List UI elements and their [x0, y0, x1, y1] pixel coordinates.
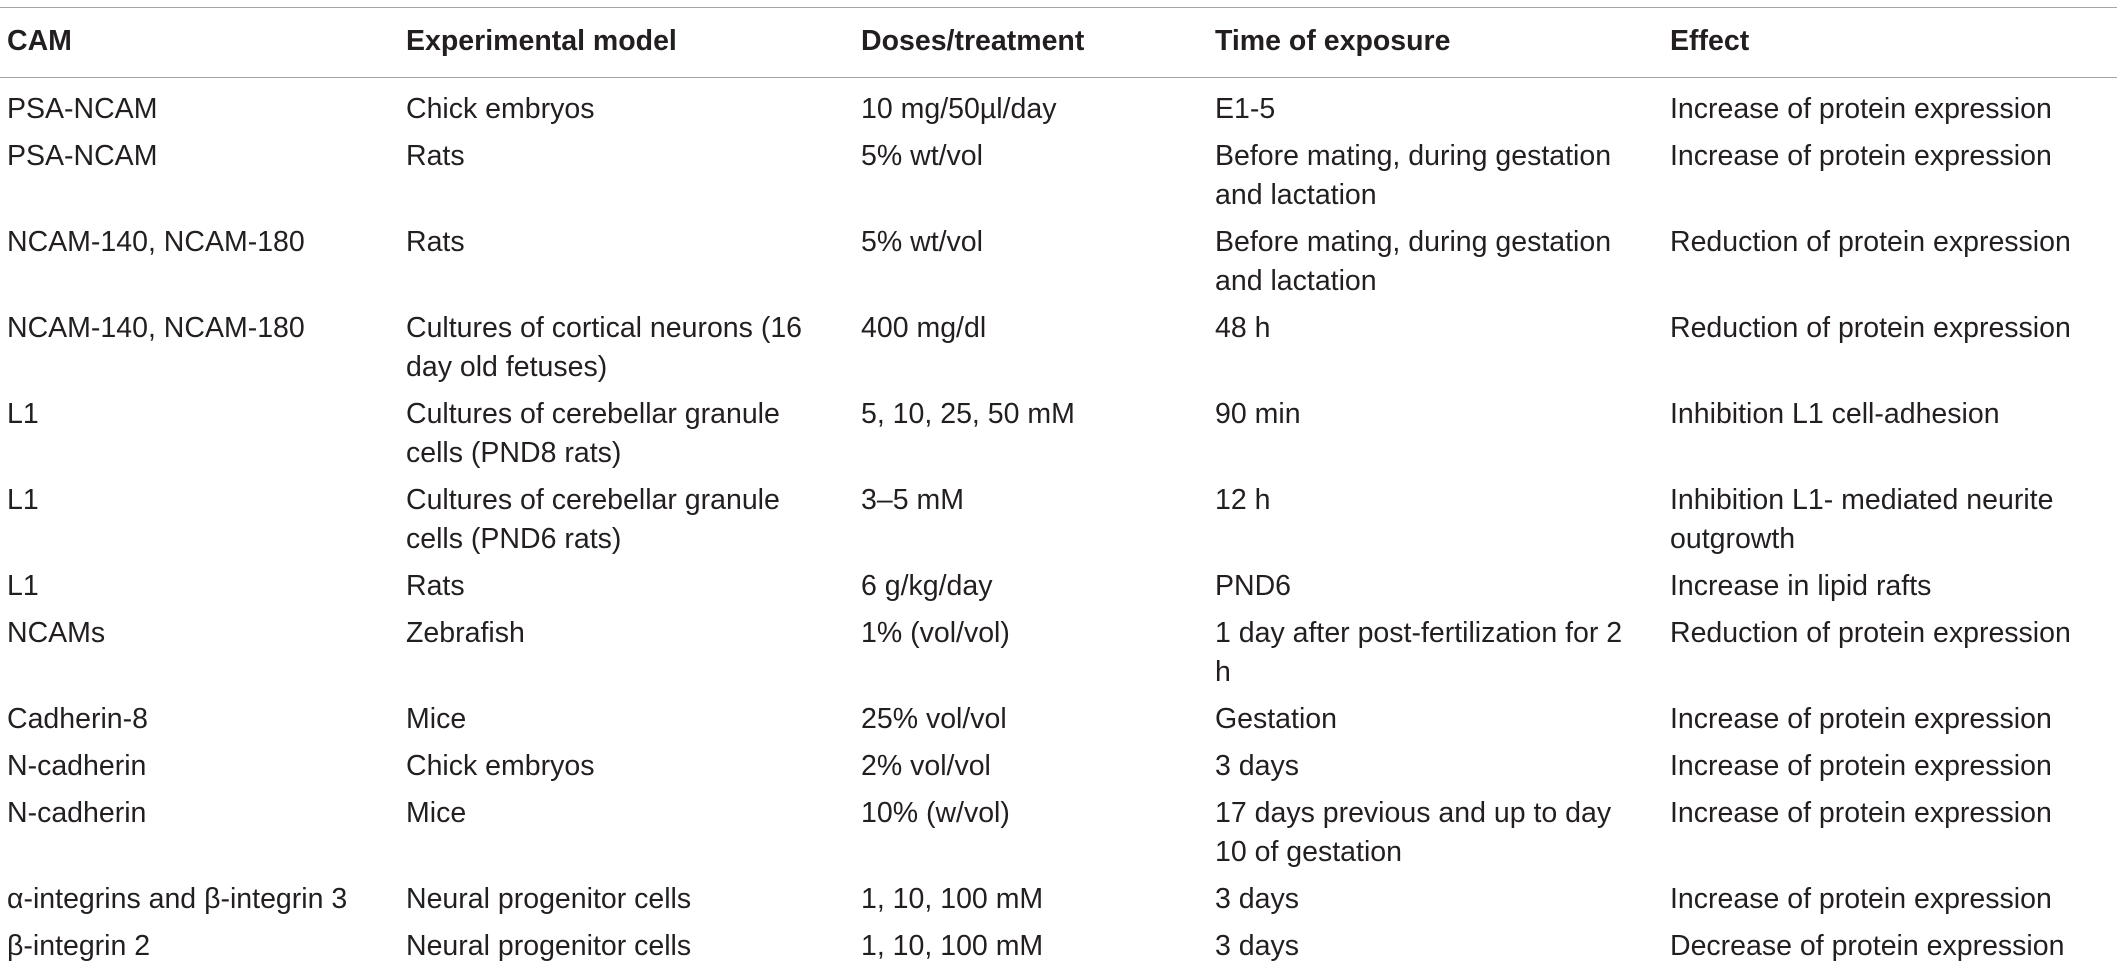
cell-time-of-exposure: 3 days: [1215, 930, 1299, 962]
cell-doses-treatment: 5% wt/vol: [861, 140, 983, 172]
table-row: α-integrins and β-integrin 3 Neural prog…: [0, 880, 2117, 927]
header-cam: CAM: [7, 25, 72, 57]
cell-doses-treatment: 6 g/kg/day: [861, 570, 993, 602]
cell-doses-treatment: 10 mg/50µl/day: [861, 93, 1057, 125]
cell-effect: Reduction of protein expression: [1670, 617, 2071, 649]
cell-effect: Increase of protein expression: [1670, 703, 2052, 735]
cell-experimental-model: Zebrafish: [406, 617, 525, 649]
cell-effect: Increase of protein expression: [1670, 140, 2052, 172]
table-row: L1 Cultures of cerebellar granule cells …: [0, 395, 2117, 481]
cell-time-of-exposure: E1-5: [1215, 93, 1276, 125]
top-rule: [0, 7, 2117, 8]
cell-cam: Cadherin-8: [7, 703, 148, 735]
cell-cam: NCAMs: [7, 617, 106, 649]
cell-experimental-model: Neural progenitor cells: [406, 883, 692, 915]
cell-cam: L1: [7, 570, 39, 602]
cell-cam: N-cadherin: [7, 797, 147, 829]
table-row: N-cadherin Chick embryos 2% vol/vol 3 da…: [0, 747, 2117, 794]
cell-effect: Increase in lipid rafts: [1670, 570, 1932, 602]
cell-time-of-exposure: 3 days: [1215, 883, 1299, 915]
cell-time-of-exposure: 12 h: [1215, 484, 1271, 516]
cell-experimental-model: Chick embryos: [406, 750, 595, 782]
cell-doses-treatment: 1, 10, 100 mM: [861, 883, 1044, 915]
cell-doses-treatment: 10% (w/vol): [861, 797, 1010, 829]
cell-time-of-exposure: PND6: [1215, 570, 1292, 602]
cell-cam: N-cadherin: [7, 750, 147, 782]
table-row: PSA-NCAM Chick embryos 10 mg/50µl/day E1…: [0, 77, 2117, 137]
table-row: NCAMs Zebrafish 1% (vol/vol) 1 day after…: [0, 614, 2117, 700]
cell-experimental-model: Cultures of cerebellar granule cells (PN…: [406, 398, 780, 469]
cell-experimental-model: Neural progenitor cells: [406, 930, 692, 962]
table-row: β-integrin 2 Neural progenitor cells 1, …: [0, 927, 2117, 974]
table-body: PSA-NCAM Chick embryos 10 mg/50µl/day E1…: [0, 77, 2117, 974]
cell-doses-treatment: 5% wt/vol: [861, 226, 983, 258]
cell-cam: NCAM-140, NCAM-180: [7, 226, 305, 258]
cell-time-of-exposure: 90 min: [1215, 398, 1301, 430]
cell-cam: α-integrins and β-integrin 3: [7, 883, 348, 915]
cell-time-of-exposure: Before mating, during gestation and lact…: [1215, 226, 1612, 297]
table-row: PSA-NCAM Rats 5% wt/vol Before mating, d…: [0, 137, 2117, 223]
header-row: CAM Experimental model Doses/treatment T…: [0, 9, 2117, 77]
cell-cam: β-integrin 2: [7, 930, 151, 962]
cam-effects-table: CAM Experimental model Doses/treatment T…: [0, 9, 2117, 974]
cell-time-of-exposure: 17 days previous and up to day 10 of ges…: [1215, 797, 1612, 868]
cell-experimental-model: Rats: [406, 226, 465, 258]
table-row: Cadherin-8 Mice 25% vol/vol Gestation In…: [0, 700, 2117, 747]
cell-experimental-model: Cultures of cerebellar granule cells (PN…: [406, 484, 780, 555]
table-row: NCAM-140, NCAM-180 Cultures of cortical …: [0, 309, 2117, 395]
cell-effect: Increase of protein expression: [1670, 797, 2052, 829]
cell-doses-treatment: 5, 10, 25, 50 mM: [861, 398, 1075, 430]
table-row: L1 Cultures of cerebellar granule cells …: [0, 481, 2117, 567]
cell-doses-treatment: 1% (vol/vol): [861, 617, 1010, 649]
cell-effect: Increase of protein expression: [1670, 883, 2052, 915]
cell-effect: Reduction of protein expression: [1670, 226, 2071, 258]
cell-cam: PSA-NCAM: [7, 93, 158, 125]
cell-doses-treatment: 1, 10, 100 mM: [861, 930, 1044, 962]
cell-time-of-exposure: 1 day after post-fertilization for 2 h: [1215, 617, 1623, 688]
cell-cam: L1: [7, 484, 39, 516]
cell-effect: Reduction of protein expression: [1670, 312, 2071, 344]
cell-experimental-model: Rats: [406, 140, 465, 172]
cell-effect: Inhibition L1- mediated neurite outgrowt…: [1670, 484, 2054, 555]
cell-experimental-model: Rats: [406, 570, 465, 602]
header-effect: Effect: [1670, 25, 1750, 57]
cell-time-of-exposure: 48 h: [1215, 312, 1271, 344]
header-experimental-model: Experimental model: [406, 25, 677, 57]
header-doses-treatment: Doses/treatment: [861, 25, 1085, 57]
table-row: NCAM-140, NCAM-180 Rats 5% wt/vol Before…: [0, 223, 2117, 309]
cell-cam: PSA-NCAM: [7, 140, 158, 172]
cell-doses-treatment: 400 mg/dl: [861, 312, 987, 344]
cell-experimental-model: Cultures of cortical neurons (16 day old…: [406, 312, 803, 383]
cell-cam: L1: [7, 398, 39, 430]
cell-time-of-exposure: Before mating, during gestation and lact…: [1215, 140, 1612, 211]
cell-experimental-model: Mice: [406, 703, 467, 735]
table-row: L1 Rats 6 g/kg/day PND6 Increase in lipi…: [0, 567, 2117, 614]
cell-effect: Increase of protein expression: [1670, 93, 2052, 125]
cell-doses-treatment: 3–5 mM: [861, 484, 964, 516]
cell-doses-treatment: 25% vol/vol: [861, 703, 1007, 735]
table-row: N-cadherin Mice 10% (w/vol) 17 days prev…: [0, 794, 2117, 880]
header-time-of-exposure: Time of exposure: [1215, 25, 1451, 57]
cell-time-of-exposure: Gestation: [1215, 703, 1337, 735]
cell-doses-treatment: 2% vol/vol: [861, 750, 991, 782]
cell-effect: Increase of protein expression: [1670, 750, 2052, 782]
header-rule: [0, 77, 2117, 78]
cell-effect: Decrease of protein expression: [1670, 930, 2065, 962]
cell-effect: Inhibition L1 cell-adhesion: [1670, 398, 2000, 430]
table-header: CAM Experimental model Doses/treatment T…: [0, 9, 2117, 77]
cell-cam: NCAM-140, NCAM-180: [7, 312, 305, 344]
cell-experimental-model: Chick embryos: [406, 93, 595, 125]
cell-experimental-model: Mice: [406, 797, 467, 829]
cell-time-of-exposure: 3 days: [1215, 750, 1299, 782]
